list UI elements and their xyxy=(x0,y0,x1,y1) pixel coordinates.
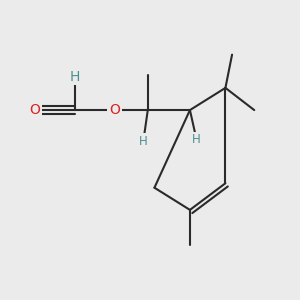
Text: H: H xyxy=(192,133,201,146)
Text: H: H xyxy=(69,70,80,84)
Text: O: O xyxy=(109,103,120,117)
Text: H: H xyxy=(139,135,148,148)
Text: O: O xyxy=(29,103,40,117)
